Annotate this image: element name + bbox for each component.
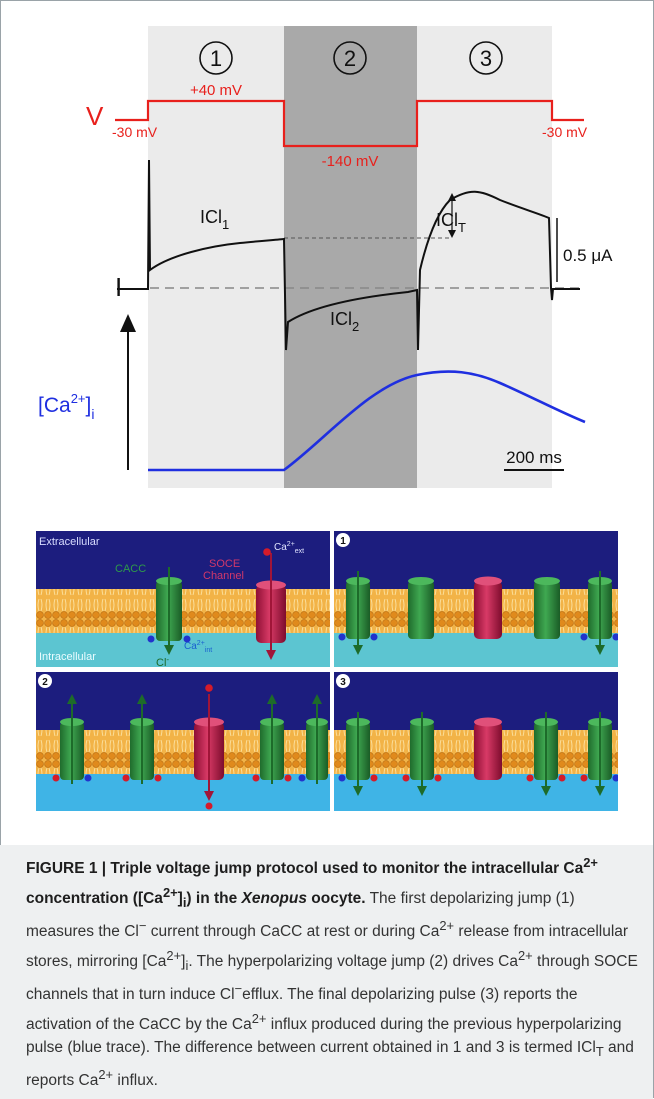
soce-label-line1: SOCE	[209, 558, 240, 570]
svg-text:2: 2	[42, 677, 48, 688]
svg-text:IClT: IClT	[436, 210, 466, 235]
cacc-active-left	[338, 571, 378, 655]
current-trace	[117, 159, 580, 351]
cacc-influx-2	[402, 712, 442, 796]
cacc-channel	[147, 567, 191, 655]
icl1-label: ICl1	[200, 207, 229, 232]
state-2-cell: 2	[36, 672, 330, 811]
current-label: I	[115, 272, 122, 302]
phase-3-marker: 3	[469, 41, 503, 75]
chloride-label: Cl-	[156, 655, 169, 667]
cacc-influx-3	[526, 712, 566, 796]
cacc-influx-4	[580, 712, 618, 796]
current-scale-bar: 0.5 μA	[556, 218, 613, 282]
cacc-closed-1	[408, 577, 434, 639]
channel-schematics-panel: Extracellular Intracellular CACC SOCE Ch…	[36, 531, 618, 811]
cacc-closed-2	[534, 577, 560, 639]
cacc-active-right	[580, 571, 618, 655]
phase-1-marker: 1	[199, 41, 233, 75]
phase-2-band	[284, 26, 417, 488]
phase-2-marker: 2	[333, 41, 367, 75]
figure-legend-box: FIGURE 1 | Triple voltage jump protocol …	[0, 845, 653, 1099]
legend-title: FIGURE 1 | Triple voltage jump protocol …	[26, 855, 598, 910]
intracellular-label: Intracellular	[39, 651, 96, 663]
svg-text:1: 1	[340, 536, 346, 547]
cacc-efflux-1	[52, 694, 92, 784]
soce-open	[194, 684, 224, 810]
state-1-cell: 1	[334, 531, 618, 667]
soce-closed-3	[474, 717, 502, 780]
cacc-label: CACC	[115, 563, 146, 575]
voltage-left-hold: -30 mV	[112, 124, 158, 140]
svg-text:0.5 μA: 0.5 μA	[563, 246, 613, 265]
voltage-step-1: +40 mV	[190, 82, 242, 99]
cacc-influx-1	[338, 712, 378, 796]
ca-ext-label: Ca2+ext	[274, 541, 304, 555]
svg-text:3: 3	[340, 677, 346, 688]
cacc-efflux-3	[252, 694, 292, 784]
cacc-efflux-2	[122, 694, 162, 784]
svg-text:200 ms: 200 ms	[506, 448, 562, 467]
state-3-marker: 3	[336, 674, 350, 688]
svg-text:3: 3	[480, 46, 492, 71]
state-1-marker: 1	[336, 533, 350, 547]
svg-text:1: 1	[210, 46, 222, 71]
schematic-cell: Extracellular Intracellular CACC SOCE Ch…	[36, 531, 330, 667]
soce-channel	[256, 548, 286, 660]
voltage-right-hold: -30 mV	[542, 124, 588, 140]
ca-int-label: Ca2+int	[184, 640, 212, 654]
soce-closed	[474, 576, 502, 639]
voltage-step-2: -140 mV	[322, 153, 379, 170]
svg-text:2: 2	[344, 46, 356, 71]
phase-1-band	[148, 26, 284, 488]
icl2-label: ICl2	[330, 309, 359, 334]
phase-3-band	[417, 26, 552, 488]
iclt-marker: IClT	[436, 193, 466, 238]
svg-text:ICl2: ICl2	[330, 309, 359, 334]
state-2-marker: 2	[38, 674, 52, 688]
state-3-cell: 3	[334, 672, 618, 811]
time-scale-bar: 200 ms	[504, 448, 564, 471]
legend-body: The first depolarizing jump (1) measures…	[26, 889, 638, 1090]
voltage-label: V	[86, 101, 104, 131]
extracellular-label: Extracellular	[39, 536, 100, 548]
cacc-efflux-4	[298, 694, 328, 784]
voltage-trace	[115, 99, 584, 148]
calcium-trace	[148, 370, 586, 472]
soce-label-line2: Channel	[203, 570, 244, 582]
calcium-axis-arrow	[120, 314, 136, 470]
figure-legend: FIGURE 1 | Triple voltage jump protocol …	[26, 851, 638, 1093]
calcium-label: [Ca2+]i	[38, 391, 94, 422]
protocol-traces-panel: 1 2 3 V -30 mV +40 mV -140 mV -30 mV I I…	[38, 26, 613, 488]
svg-text:ICl1: ICl1	[200, 207, 229, 232]
